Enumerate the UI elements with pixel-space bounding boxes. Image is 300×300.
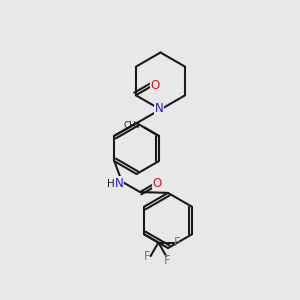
Text: F: F — [144, 250, 150, 262]
Text: H: H — [106, 179, 114, 189]
Text: O: O — [153, 177, 162, 190]
Text: N: N — [114, 176, 123, 190]
Text: F: F — [164, 254, 171, 267]
Text: CH₃: CH₃ — [123, 122, 140, 130]
Text: O: O — [151, 79, 160, 92]
Text: F: F — [174, 236, 181, 249]
Text: N: N — [154, 102, 164, 116]
